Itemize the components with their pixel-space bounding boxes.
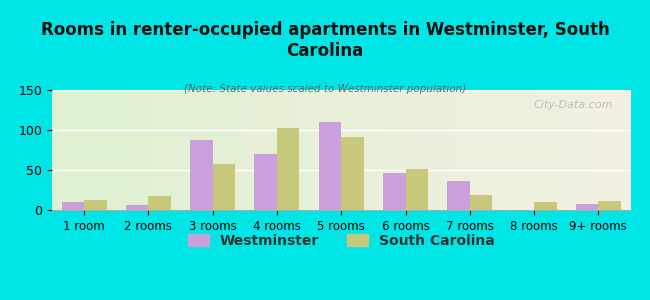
Text: Rooms in renter-occupied apartments in Westminster, South
Carolina: Rooms in renter-occupied apartments in W… <box>40 21 610 60</box>
Bar <box>148 196 171 210</box>
Bar <box>255 154 277 210</box>
Bar <box>190 140 213 210</box>
Bar <box>447 181 470 210</box>
Bar <box>534 202 556 210</box>
Bar <box>84 200 107 210</box>
Bar <box>213 164 235 210</box>
Bar <box>126 205 148 210</box>
Text: (Note: State values scaled to Westminster population): (Note: State values scaled to Westminste… <box>184 84 466 94</box>
Bar <box>470 195 492 210</box>
Bar <box>383 173 406 210</box>
Bar <box>62 202 84 210</box>
Text: City-Data.com: City-Data.com <box>534 100 613 110</box>
Bar <box>576 204 599 210</box>
Bar <box>406 169 428 210</box>
Bar <box>318 122 341 210</box>
Bar <box>599 201 621 210</box>
Legend: Westminster, South Carolina: Westminster, South Carolina <box>183 228 500 254</box>
Bar <box>277 128 300 210</box>
Bar <box>341 137 364 210</box>
